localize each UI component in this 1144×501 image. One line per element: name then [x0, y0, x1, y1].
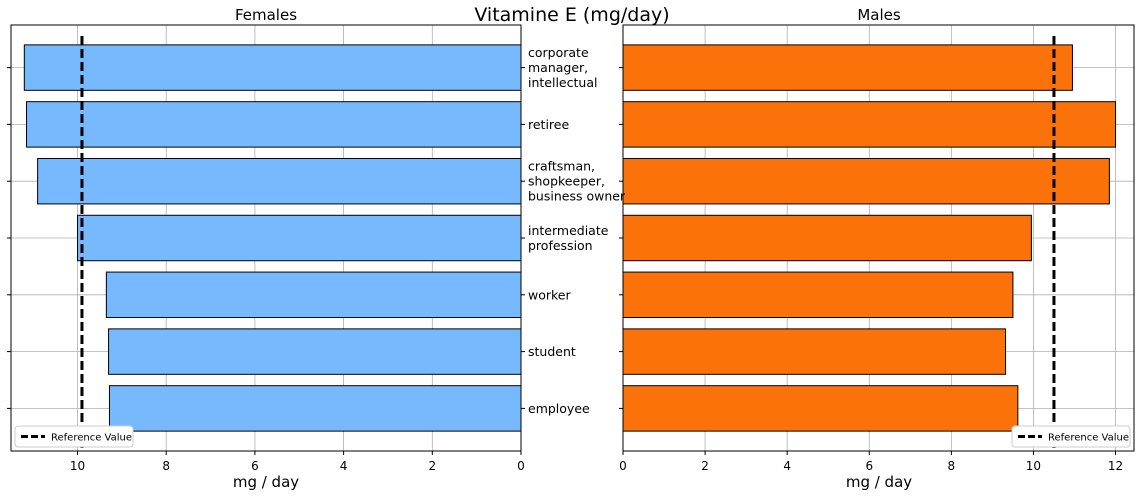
- males-legend-box: [1011, 425, 1131, 448]
- category-label-line: student: [528, 344, 576, 359]
- males-panel-title: Males: [857, 6, 901, 24]
- females-bar: [108, 328, 522, 375]
- females-bar: [105, 271, 522, 319]
- females-xtick-label: 4: [340, 459, 348, 473]
- females-bar: [37, 157, 522, 205]
- males-bar: [622, 385, 1019, 432]
- males-xtick-label: 4: [783, 459, 791, 473]
- females-xtick-label: 2: [428, 459, 436, 473]
- category-label-line: business owner: [528, 189, 626, 204]
- males-bar: [622, 101, 1117, 148]
- females-panel: 10 8 6 4 2 0 Reference Value: [7, 24, 525, 473]
- females-legend-box: [14, 425, 134, 448]
- category-label-line: corporate: [528, 45, 589, 60]
- males-xtick-label: 6: [865, 459, 873, 473]
- females-legend-label: Reference Value: [51, 433, 132, 444]
- category-label: intermediate profession: [528, 223, 609, 253]
- category-label-line: craftsman,: [528, 159, 595, 174]
- males-legend-label: Reference Value: [1048, 433, 1129, 444]
- figure-title: Vitamine E (mg/day): [474, 4, 669, 26]
- males-xlabel: mg / day: [846, 473, 912, 491]
- females-xtick-label: 10: [70, 459, 85, 473]
- females-bar: [108, 385, 522, 432]
- females-xtick-label: 0: [517, 459, 525, 473]
- males-xtick-label: 12: [1108, 459, 1123, 473]
- males-panel: 0 2 4 6 8 10 12 Reference Value: [619, 24, 1135, 473]
- males-xtick-label: 0: [619, 459, 627, 473]
- males-bar: [622, 44, 1073, 91]
- males-xtick-label: 8: [948, 459, 956, 473]
- category-label: craftsman, shopkeeper, business owner: [528, 159, 626, 204]
- category-label: student: [528, 344, 576, 359]
- females-bar: [77, 214, 522, 262]
- category-label-line: worker: [528, 287, 571, 302]
- females-xtick-label: 6: [251, 459, 259, 473]
- females-xlabel: mg / day: [233, 473, 299, 491]
- category-label-line: manager,: [528, 60, 588, 75]
- males-bar: [622, 271, 1014, 319]
- males-xtick-label: 2: [701, 459, 709, 473]
- category-label-line: intellectual: [528, 75, 597, 90]
- category-label-line: retiree: [528, 117, 569, 132]
- females-bar: [26, 101, 522, 148]
- category-label-line: employee: [528, 401, 590, 416]
- males-bar: [622, 328, 1007, 375]
- category-label-line: intermediate: [528, 223, 609, 238]
- category-labels: corporate manager, intellectual retiree craf…: [528, 45, 626, 416]
- females-bar: [23, 44, 522, 91]
- category-label: corporate manager, intellectual: [528, 45, 597, 90]
- category-label: employee: [528, 401, 590, 416]
- category-label-line: profession: [528, 238, 593, 253]
- males-bar: [622, 214, 1032, 262]
- females-panel-title: Females: [235, 6, 297, 24]
- category-label: retiree: [528, 117, 569, 132]
- category-label-line: shopkeeper,: [528, 174, 605, 189]
- females-xtick-label: 8: [162, 459, 170, 473]
- males-bar: [622, 157, 1110, 205]
- category-label: worker: [528, 287, 571, 302]
- males-xtick-label: 10: [1026, 459, 1041, 473]
